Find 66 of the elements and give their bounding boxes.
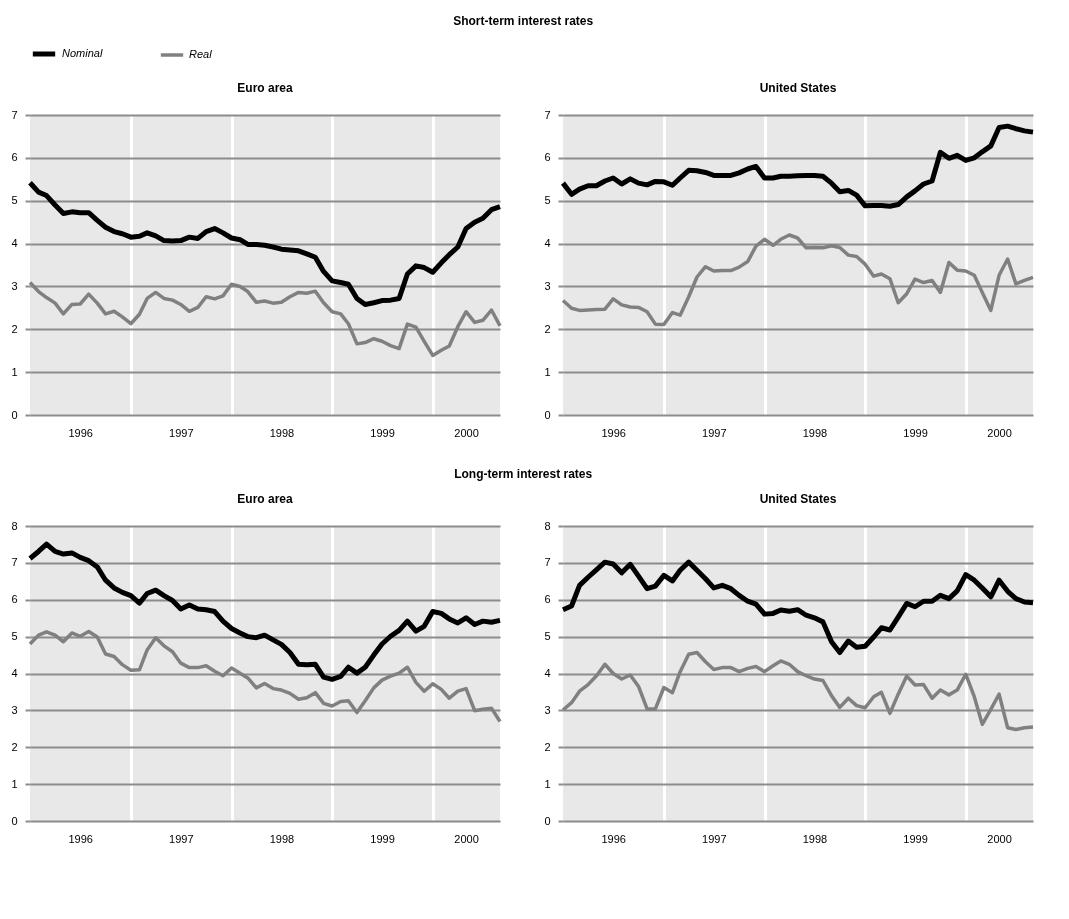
x-tick-label: 1996 — [601, 426, 626, 439]
y-tick-label: 8 — [11, 519, 18, 532]
y-tick-label: 7 — [11, 108, 18, 121]
x-tick-label: 1996 — [68, 426, 93, 439]
y-tick-label: 2 — [544, 740, 551, 753]
y-tick-label: 4 — [544, 237, 551, 250]
x-tick-label: 1998 — [802, 832, 828, 845]
y-tick-label: 1 — [11, 777, 18, 790]
y-tick-label: 3 — [544, 279, 551, 292]
y-tick-label: 5 — [11, 630, 18, 643]
legend-label: Nominal — [62, 47, 103, 59]
x-tick-label: 1999 — [370, 832, 395, 845]
x-tick-label: 1999 — [903, 832, 928, 845]
y-tick-label: 5 — [11, 194, 18, 207]
y-tick-label: 2 — [11, 740, 18, 753]
x-tick-label: 1998 — [802, 426, 828, 439]
y-tick-label: 3 — [544, 703, 551, 716]
y-tick-label: 5 — [544, 194, 551, 207]
x-tick-label: 1997 — [702, 832, 727, 845]
y-tick-label: 0 — [544, 814, 551, 827]
x-tick-label: 1997 — [702, 426, 727, 439]
line-series — [561, 233, 1035, 327]
x-tick-label: 1997 — [169, 426, 194, 439]
x-tick-label: 1997 — [169, 832, 194, 845]
x-tick-label: 2000 — [454, 426, 479, 439]
y-tick-label: 7 — [544, 108, 551, 121]
y-tick-label: 1 — [544, 777, 551, 790]
x-tick-label: 2000 — [987, 832, 1012, 845]
y-tick-label: 2 — [11, 322, 18, 335]
line-series — [28, 629, 502, 724]
y-tick-label: 6 — [11, 151, 18, 164]
x-tick-label: 1998 — [269, 426, 295, 439]
x-tick-label: 1996 — [601, 832, 626, 845]
chart-title: United States — [759, 492, 837, 506]
y-tick-label: 3 — [11, 279, 18, 292]
y-tick-label: 7 — [544, 556, 551, 569]
text: Short-term interest rates — [453, 14, 594, 28]
y-tick-label: 6 — [11, 593, 18, 606]
chart-title: Euro area — [237, 492, 294, 506]
y-tick-label: 0 — [11, 814, 18, 827]
x-tick-label: 1999 — [370, 426, 395, 439]
y-tick-label: 3 — [11, 703, 18, 716]
x-tick-label: 1999 — [903, 426, 928, 439]
x-tick-label: 1998 — [269, 832, 295, 845]
y-tick-label: 1 — [544, 365, 551, 378]
y-tick-label: 2 — [544, 322, 551, 335]
legend-label: Real — [189, 48, 213, 60]
y-tick-label: 6 — [544, 151, 551, 164]
y-tick-label: 4 — [544, 667, 551, 679]
line-series — [28, 280, 502, 358]
text: Long-term interest rates — [454, 467, 593, 481]
y-tick-label: 4 — [11, 237, 18, 250]
y-tick-label: 5 — [544, 630, 551, 643]
y-tick-label: 0 — [11, 408, 18, 421]
y-tick-label: 4 — [11, 667, 18, 679]
y-tick-label: 0 — [544, 408, 551, 421]
y-tick-label: 8 — [544, 519, 551, 532]
y-tick-label: 7 — [11, 556, 18, 569]
chart-title: Euro area — [237, 81, 294, 95]
x-tick-label: 2000 — [987, 426, 1012, 439]
x-tick-label: 2000 — [454, 832, 479, 845]
y-tick-label: 6 — [544, 593, 551, 606]
x-tick-label: 1996 — [68, 832, 93, 845]
y-tick-label: 1 — [11, 365, 18, 378]
chart-title: United States — [759, 81, 837, 95]
line-series — [561, 650, 1035, 732]
